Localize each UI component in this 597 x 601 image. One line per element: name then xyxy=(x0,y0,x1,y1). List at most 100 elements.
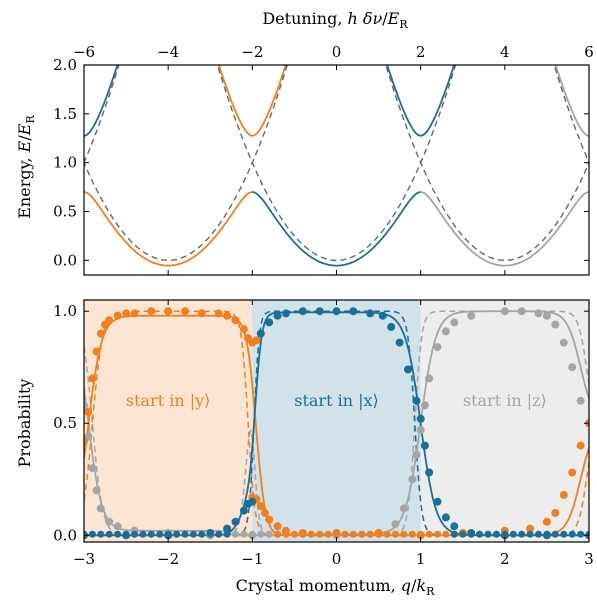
data-point xyxy=(425,468,434,477)
data-point xyxy=(256,329,265,338)
lower-band-line xyxy=(84,191,253,267)
data-point xyxy=(349,307,358,316)
top-x-tick-label: −4 xyxy=(157,43,179,61)
data-point xyxy=(341,530,349,538)
data-point xyxy=(97,530,105,538)
data-point xyxy=(568,468,577,477)
data-point xyxy=(113,311,122,320)
data-point xyxy=(417,530,425,538)
data-point xyxy=(400,530,408,538)
data-point xyxy=(576,396,585,405)
data-point xyxy=(240,530,248,538)
data-point xyxy=(232,530,239,538)
data-point xyxy=(408,530,416,538)
data-point xyxy=(198,530,206,538)
bottom-y-axis-label: Probability xyxy=(15,379,34,468)
data-point xyxy=(315,307,324,316)
data-point xyxy=(299,530,307,538)
data-point xyxy=(551,508,560,517)
data-point xyxy=(105,530,113,538)
data-point xyxy=(404,365,412,374)
data-point xyxy=(332,307,341,316)
data-point xyxy=(164,530,172,538)
y-tick-label: 0.5 xyxy=(53,414,77,432)
data-point xyxy=(366,309,375,318)
x-tick-label: 3 xyxy=(584,550,594,568)
data-point xyxy=(559,338,568,347)
data-point xyxy=(425,530,433,538)
x-tick-label: 0 xyxy=(332,550,342,568)
y-tick-label: 1.0 xyxy=(53,154,77,172)
data-point xyxy=(416,426,425,434)
data-point xyxy=(416,414,425,423)
y-tick-label: 2.0 xyxy=(53,56,77,74)
data-point xyxy=(223,524,232,533)
data-point xyxy=(265,515,274,524)
data-point xyxy=(273,522,282,531)
data-point xyxy=(441,513,450,522)
data-point xyxy=(450,318,459,327)
data-point xyxy=(197,309,206,318)
data-point xyxy=(88,530,96,538)
region-shading xyxy=(252,300,421,542)
data-point xyxy=(282,309,290,318)
data-point xyxy=(450,530,458,538)
data-point xyxy=(113,522,122,531)
upper-band-line xyxy=(84,65,119,137)
data-point xyxy=(92,486,101,495)
data-point xyxy=(526,530,534,538)
data-point xyxy=(131,530,138,538)
data-point xyxy=(223,530,231,538)
data-point xyxy=(526,524,535,533)
data-point xyxy=(147,530,155,538)
data-point xyxy=(551,320,560,329)
data-point xyxy=(333,530,340,538)
data-point xyxy=(518,530,526,538)
region-label: start in |x⟩ xyxy=(294,391,379,410)
data-point xyxy=(420,401,429,410)
region-label: start in |y⟩ xyxy=(126,391,211,410)
top-x-tick-label: −2 xyxy=(241,43,263,61)
region-shading xyxy=(84,300,253,542)
data-point xyxy=(248,497,257,506)
data-point xyxy=(420,441,429,450)
data-point xyxy=(114,530,122,538)
energy-panel: 0.0 0.5 1.0 1.5 2.0−6 −4 −2 0 2 4 6 xyxy=(53,43,594,276)
data-point xyxy=(387,322,396,331)
data-point xyxy=(122,530,130,538)
data-point xyxy=(366,530,374,538)
data-point xyxy=(568,530,576,538)
data-point xyxy=(509,530,517,538)
free-parabola-line xyxy=(216,65,457,261)
data-point xyxy=(375,530,383,538)
top-x-axis-label: Detuning, h δν/ER xyxy=(262,9,408,31)
x-tick-label: 2 xyxy=(500,550,510,568)
data-point xyxy=(476,530,484,538)
data-point xyxy=(122,309,131,318)
data-point xyxy=(231,316,240,325)
data-point xyxy=(568,363,577,372)
data-point xyxy=(542,517,551,526)
data-point xyxy=(189,530,197,538)
data-point xyxy=(450,522,459,531)
data-point xyxy=(534,309,543,318)
data-point xyxy=(239,506,248,515)
data-point xyxy=(84,530,88,538)
data-point xyxy=(88,374,97,383)
y-tick-label: 0.0 xyxy=(53,526,77,544)
probability-panel: start in |y⟩ start in |x⟩ start in |z⟩ 0.0 0… xyxy=(53,299,594,568)
data-point xyxy=(459,530,467,538)
data-point xyxy=(441,327,450,336)
data-point xyxy=(484,530,492,538)
data-point xyxy=(84,408,93,416)
data-point xyxy=(223,311,232,320)
x-tick-label: −2 xyxy=(157,550,179,568)
data-point xyxy=(84,437,88,446)
data-point xyxy=(307,530,315,538)
data-point xyxy=(425,374,434,383)
lower-band-line xyxy=(420,191,589,267)
data-point xyxy=(290,530,298,538)
data-point xyxy=(139,530,147,538)
top-x-tick-label: −6 xyxy=(73,43,95,61)
